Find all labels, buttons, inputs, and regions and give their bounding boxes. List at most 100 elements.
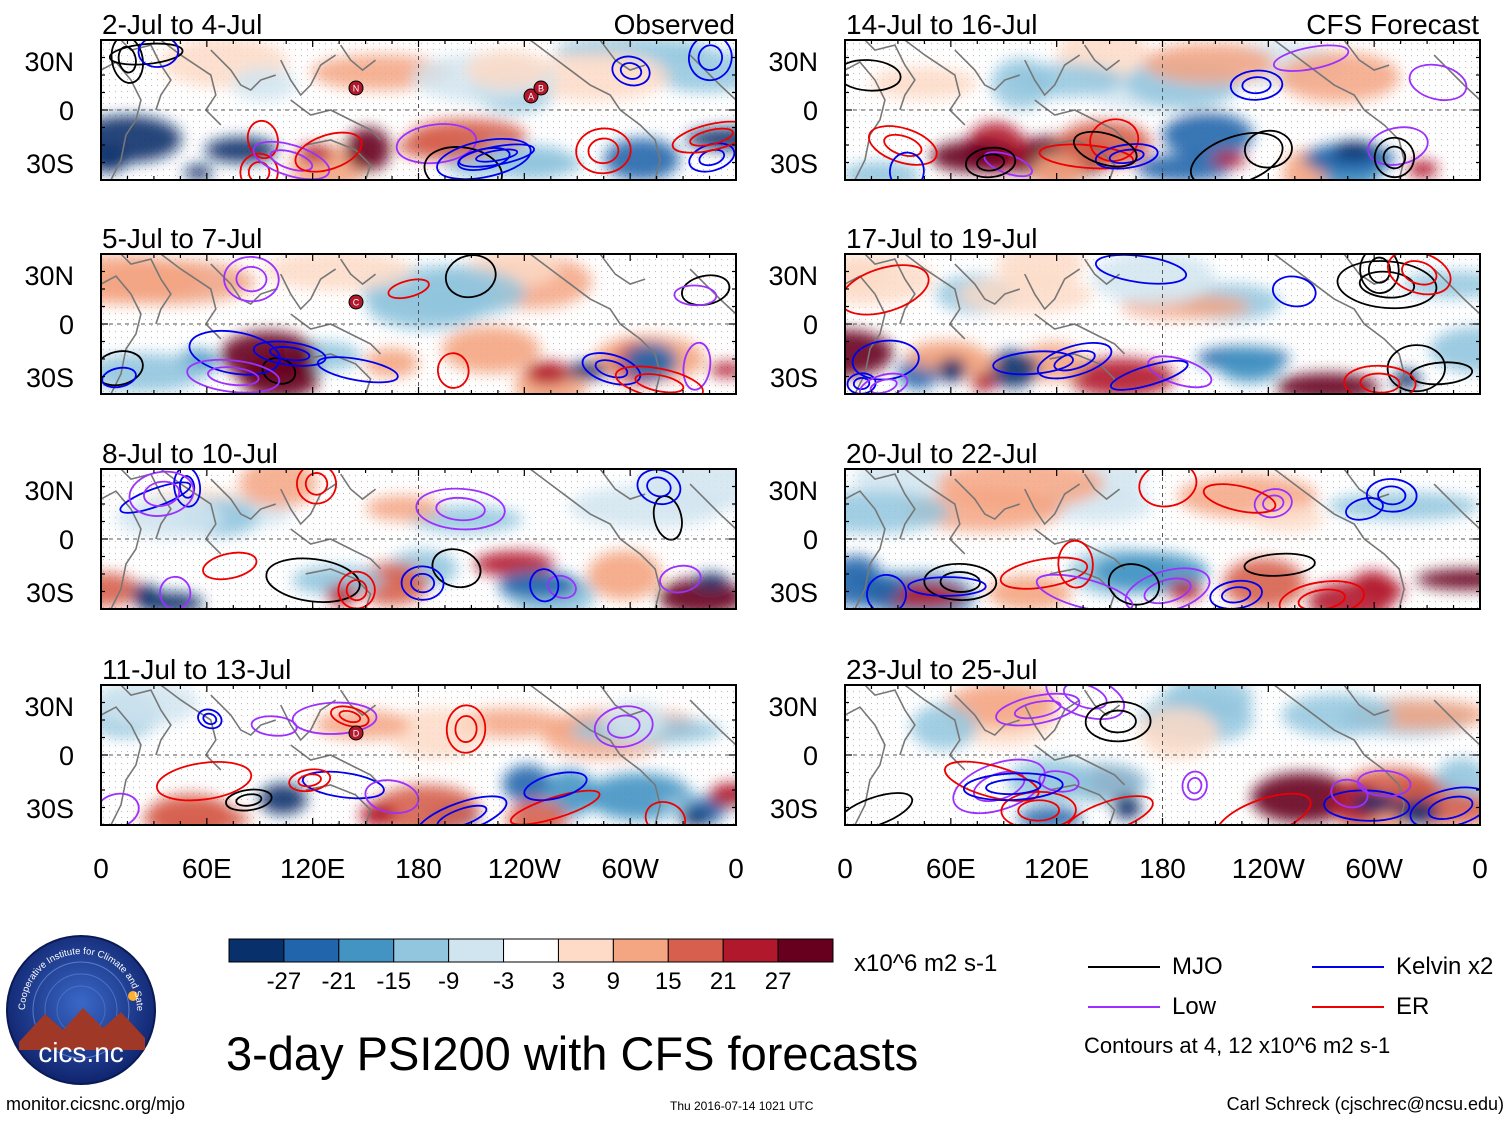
logo-text: cics.nc — [38, 1037, 124, 1068]
storm-marker: C — [348, 294, 364, 310]
lat-tick-label: 0 — [803, 96, 818, 126]
wave-contours — [101, 701, 687, 825]
map-panel: 30N 0 30S 14-Jul to 16-Jul CFS Forecast — [768, 9, 1481, 181]
legend-kelvin: Kelvin x2 — [1312, 953, 1493, 981]
lon-tick-label: 120E — [1024, 853, 1089, 884]
colorbar-swatch — [667, 938, 724, 963]
lat-tick-label: 0 — [803, 741, 818, 771]
colorbar-tick-label: -27 — [267, 968, 302, 995]
lon-tick-label: 0 — [1472, 853, 1488, 884]
legend-er: ER — [1312, 993, 1429, 1021]
footer-author: Carl Schreck (cjschrec@ncsu.edu) — [1226, 1094, 1504, 1114]
colorbar-swatch — [777, 938, 834, 963]
lat-tick-label: 30S — [770, 794, 818, 824]
lat-tick-label: 0 — [59, 310, 74, 340]
figure-title: 3-day PSI200 with CFS forecasts — [226, 1027, 919, 1080]
legend-er-label: ER — [1396, 993, 1430, 1020]
wave-contours — [108, 40, 736, 180]
legend-mjo-label: MJO — [1172, 953, 1223, 980]
lat-tick-label: 30N — [768, 476, 818, 506]
storm-marker: D — [348, 725, 364, 741]
colorbar-swatch — [228, 938, 285, 963]
colorbar-swatch — [557, 938, 614, 963]
lat-tick-label: 30N — [768, 261, 818, 291]
storm-marker: B — [533, 80, 549, 96]
colorbar-tick-label: -21 — [321, 968, 356, 995]
lon-tick-label: 0 — [837, 853, 853, 884]
svg-text:C: C — [353, 298, 360, 308]
column-title: CFS Forecast — [1306, 9, 1479, 40]
colorbar-units: x10^6 m2 s-1 — [854, 950, 998, 977]
map-panel: 30N 0 30S 5-Jul to 7-Jul C — [24, 223, 737, 395]
lon-tick-label: 60W — [1345, 853, 1403, 884]
storm-marker: A — [523, 88, 539, 104]
legend-er-line — [1312, 1006, 1384, 1008]
lat-tick-label: 0 — [803, 310, 818, 340]
panel-date-label: 14-Jul to 16-Jul — [846, 9, 1037, 40]
colorbar-tick-label: -3 — [493, 968, 514, 995]
footer-url[interactable]: monitor.cicsnc.org/mjo — [6, 1094, 186, 1114]
lat-tick-label: 30N — [768, 47, 818, 77]
legend-low-line — [1088, 1006, 1160, 1008]
wave-contours — [119, 469, 702, 609]
lat-tick-label: 0 — [59, 96, 74, 126]
lat-tick-label: 30N — [24, 261, 74, 291]
lat-tick-label: 30S — [770, 149, 818, 179]
lon-tick-label: 60E — [182, 853, 232, 884]
colorbar-swatch — [283, 938, 340, 963]
panel-date-label: 23-Jul to 25-Jul — [846, 654, 1037, 685]
column-title: Observed — [614, 9, 735, 40]
lat-tick-label: 30N — [24, 476, 74, 506]
lat-tick-label: 30S — [26, 578, 74, 608]
lon-tick-label: 180 — [395, 853, 442, 884]
panel-date-label: 20-Jul to 22-Jul — [846, 438, 1037, 469]
lon-tick-label: 120W — [488, 853, 562, 884]
colorbar-tick-label: 15 — [655, 968, 682, 995]
lat-tick-label: 30S — [26, 794, 74, 824]
panel-date-label: 11-Jul to 13-Jul — [102, 654, 291, 685]
colorbar-swatch — [612, 938, 669, 963]
lon-tick-label: 180 — [1139, 853, 1186, 884]
legend-mjo-line — [1088, 966, 1160, 968]
lat-tick-label: 30S — [26, 149, 74, 179]
legend-kelvin-label: Kelvin x2 — [1396, 953, 1494, 980]
panel-date-label: 8-Jul to 10-Jul — [102, 438, 278, 469]
svg-text:B: B — [538, 84, 544, 94]
contour-note: Contours at 4, 12 x10^6 m2 s-1 — [1084, 1033, 1391, 1058]
lon-tick-label: 0 — [93, 853, 109, 884]
wave-contours — [101, 254, 731, 394]
psi-shading — [101, 685, 736, 825]
colorbar-swatch — [338, 938, 395, 963]
panel-date-label: 2-Jul to 4-Jul — [102, 9, 262, 40]
colorbar-tick-label: 21 — [710, 968, 737, 995]
svg-text:A: A — [528, 92, 534, 102]
colorbar-tick-label: -9 — [438, 968, 459, 995]
storm-marker: N — [348, 80, 364, 96]
wave-contours — [845, 44, 1468, 180]
map-panel: 30N 0 30S 2-Jul to 4-Jul Observed N AB — [24, 9, 737, 181]
colorbar-tick-label: -15 — [376, 968, 411, 995]
lat-tick-label: 30S — [26, 363, 74, 393]
lon-tick-label: 0 — [728, 853, 744, 884]
lon-tick-label: 120E — [280, 853, 345, 884]
psi-shading — [845, 40, 1438, 180]
map-panel: 30N 0 30S 8-Jul to 10-Jul — [24, 438, 737, 610]
lon-tick-label: 60E — [926, 853, 976, 884]
map-panel: 30N 0 30S 20-Jul to 22-Jul — [768, 438, 1481, 610]
colorbar-tick-label: 9 — [607, 968, 620, 995]
footer-timestamp: Thu 2016-07-14 1021 UTC — [670, 1099, 814, 1113]
legend-kelvin-line — [1312, 966, 1384, 968]
panel-date-label: 17-Jul to 19-Jul — [846, 223, 1037, 254]
lat-tick-label: 30S — [770, 578, 818, 608]
psi-shading — [101, 469, 736, 609]
lat-tick-label: 30S — [770, 363, 818, 393]
lat-tick-label: 0 — [59, 525, 74, 555]
lat-tick-label: 30N — [24, 47, 74, 77]
colorbar-swatch — [393, 938, 450, 963]
lat-tick-label: 0 — [59, 741, 74, 771]
lon-tick-label: 60W — [601, 853, 659, 884]
map-panel: 30N 0 30S 17-Jul to 19-Jul — [768, 223, 1481, 395]
lat-tick-label: 0 — [803, 525, 818, 555]
wave-contours — [866, 469, 1418, 609]
cics-logo: Cooperative Institute for Climate and Sa… — [5, 934, 156, 1085]
